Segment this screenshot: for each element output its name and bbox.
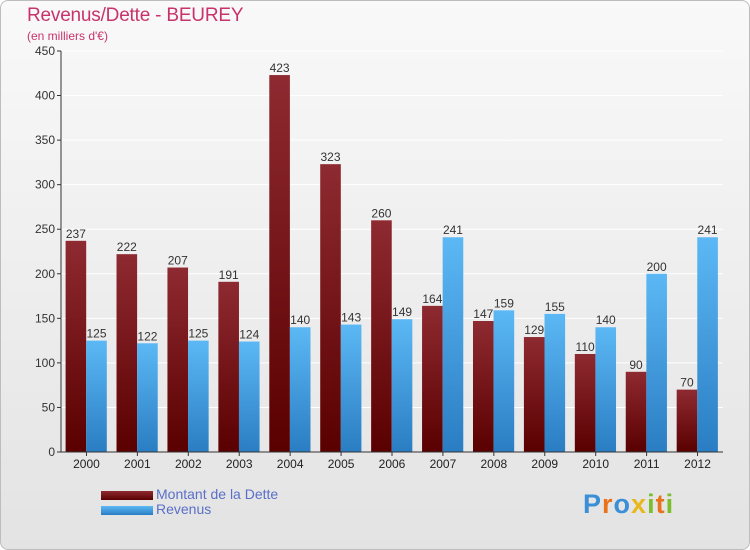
data-label-revenus-2012: 241 — [698, 223, 718, 237]
x-tick-label: 2000 — [73, 457, 100, 471]
x-tick-label: 2004 — [277, 457, 304, 471]
bar-revenus-2005 — [340, 324, 362, 452]
chart-subtitle: (en milliers d'€) — [27, 29, 108, 43]
logo-letter: r — [602, 489, 614, 519]
x-tick-label: 2003 — [226, 457, 253, 471]
data-label-dette-2006: 260 — [371, 206, 391, 220]
data-label-revenus-2009: 155 — [545, 300, 565, 314]
x-tick-label: 2008 — [480, 457, 507, 471]
bar-revenus-2003 — [238, 341, 260, 452]
bar-dette-2001 — [116, 254, 138, 452]
bar-dette-2008 — [472, 321, 494, 452]
bar-revenus-2010 — [595, 327, 617, 452]
bar-dette-2004 — [269, 75, 290, 452]
bar-dette-2006 — [371, 220, 392, 452]
x-tick-label: 2011 — [634, 457, 660, 471]
bar-revenus-2006 — [391, 319, 413, 452]
logo-letter: i — [647, 489, 656, 519]
data-label-revenus-2004: 140 — [290, 313, 310, 327]
legend-label-revenus: Revenus — [156, 501, 212, 517]
legend-label-dette: Montant de la Dette — [156, 486, 279, 502]
data-label-dette-2008: 147 — [473, 307, 493, 321]
data-label-revenus-2011: 200 — [647, 260, 667, 274]
bar-dette-2003 — [218, 281, 239, 452]
logo-letter: o — [613, 489, 632, 519]
bar-revenus-2001 — [137, 343, 158, 452]
x-tick-label: 2005 — [328, 457, 355, 471]
y-tick-label: 100 — [35, 356, 55, 370]
chart-title: Revenus/Dette - BEUREY — [27, 5, 244, 26]
y-tick-label: 50 — [42, 400, 56, 414]
bar-dette-2005 — [320, 164, 341, 452]
data-label-dette-2012: 70 — [680, 376, 694, 390]
data-label-revenus-2010: 140 — [596, 313, 616, 327]
data-label-revenus-2008: 159 — [494, 296, 514, 310]
y-tick-label: 350 — [35, 133, 55, 147]
y-tick-label: 450 — [35, 44, 55, 58]
data-label-revenus-2006: 149 — [392, 305, 412, 319]
data-label-dette-2005: 323 — [320, 150, 340, 164]
bar-dette-2010 — [574, 353, 596, 452]
logo-letter: P — [583, 489, 603, 519]
bar-revenus-2004 — [289, 327, 311, 452]
bar-revenus-2009 — [544, 313, 566, 452]
legend-swatch-revenus — [101, 506, 153, 515]
data-label-dette-2000: 237 — [66, 227, 86, 241]
bar-revenus-2011 — [646, 273, 667, 452]
data-label-revenus-2001: 122 — [137, 329, 157, 343]
proxiti-logo: Proxiti — [583, 489, 674, 520]
y-tick-label: 250 — [35, 222, 55, 236]
y-tick-label: 300 — [35, 178, 55, 192]
y-tick-label: 150 — [35, 311, 55, 325]
bar-dette-2002 — [167, 267, 189, 452]
data-label-revenus-2002: 125 — [188, 327, 208, 341]
bar-revenus-2002 — [188, 340, 209, 452]
data-label-dette-2010: 110 — [576, 340, 595, 354]
data-label-revenus-2003: 124 — [239, 328, 259, 342]
legend-swatch-dette — [101, 491, 153, 500]
bar-dette-2012 — [676, 389, 698, 452]
bar-dette-2007 — [422, 305, 443, 452]
data-label-dette-2011: 90 — [629, 358, 643, 372]
bar-dette-2011 — [625, 371, 647, 452]
data-label-revenus-2000: 125 — [86, 327, 106, 341]
data-label-dette-2003: 191 — [219, 268, 239, 282]
bar-revenus-2008 — [493, 310, 515, 452]
x-tick-label: 2007 — [430, 457, 457, 471]
x-tick-label: 2012 — [684, 457, 711, 471]
data-label-dette-2009: 129 — [524, 323, 544, 337]
y-tick-label: 400 — [35, 89, 55, 103]
x-tick-label: 2006 — [379, 457, 406, 471]
y-tick-label: 0 — [48, 445, 55, 459]
y-tick-label: 200 — [35, 267, 55, 281]
data-label-revenus-2005: 143 — [341, 311, 361, 325]
x-tick-label: 2009 — [531, 457, 558, 471]
data-label-dette-2004: 423 — [270, 61, 290, 75]
x-tick-label: 2001 — [124, 457, 151, 471]
bar-dette-2000 — [65, 240, 87, 452]
bar-revenus-2007 — [442, 237, 464, 452]
data-label-dette-2002: 207 — [168, 254, 188, 268]
bar-dette-2009 — [523, 337, 545, 452]
bar-revenus-2000 — [86, 340, 107, 452]
data-label-dette-2001: 222 — [117, 240, 137, 254]
bar-revenus-2012 — [697, 237, 718, 452]
x-tick-label: 2002 — [175, 457, 202, 471]
logo-letter: x — [631, 489, 648, 519]
data-label-dette-2007: 164 — [422, 292, 442, 306]
logo-letter: i — [665, 489, 675, 519]
x-tick-label: 2010 — [582, 457, 609, 471]
data-label-revenus-2007: 241 — [443, 223, 463, 237]
logo-letter: t — [655, 489, 666, 519]
